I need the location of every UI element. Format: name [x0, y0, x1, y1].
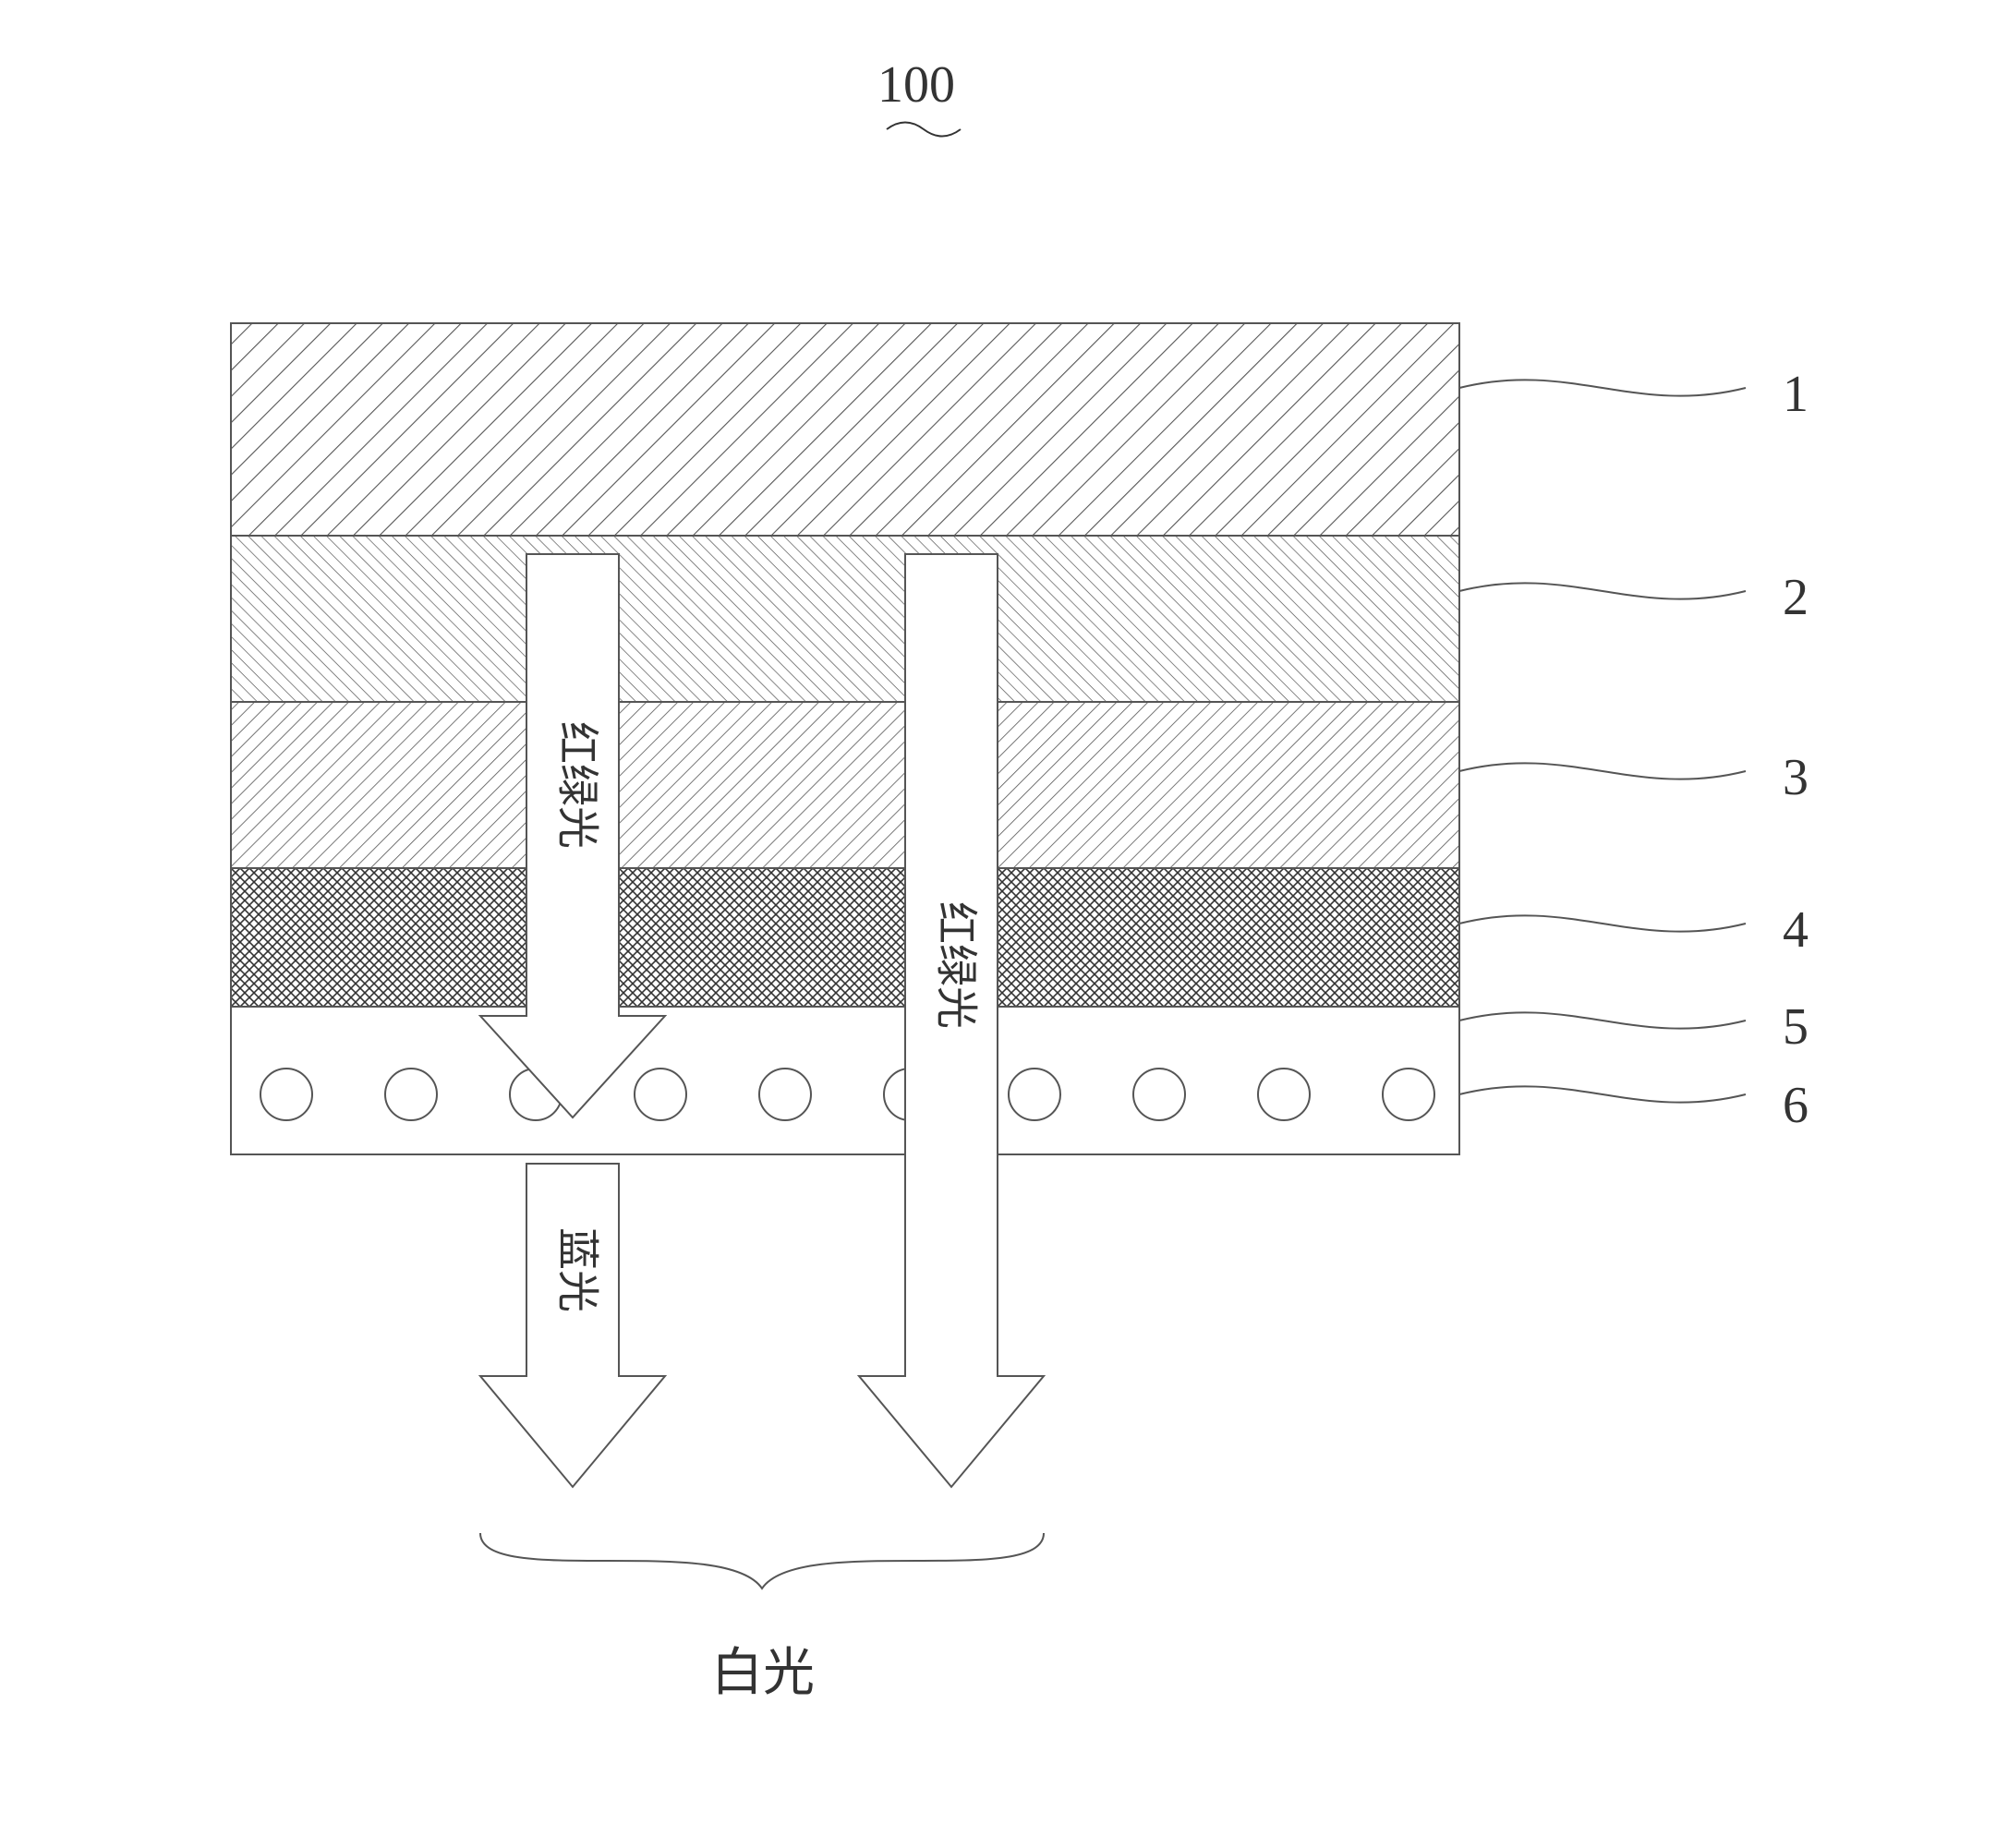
particle	[1383, 1069, 1434, 1120]
particle	[1258, 1069, 1310, 1120]
arrow-rg-short-label: 红绿光	[553, 721, 600, 849]
callout-leader-4	[1459, 915, 1746, 931]
particle	[385, 1069, 437, 1120]
particle	[759, 1069, 811, 1120]
callout-leader-3	[1459, 763, 1746, 779]
figure-number: 100	[877, 56, 955, 114]
arrow-blue-label: 蓝光	[553, 1227, 600, 1312]
white-light-label: 白光	[711, 1645, 815, 1702]
layer-3	[231, 702, 1459, 868]
callout-number-5: 5	[1783, 998, 1808, 1056]
diagram-root: 100红绿光红绿光蓝光白光123456	[0, 0, 1996, 1848]
layer-4	[231, 868, 1459, 1007]
callout-number-3: 3	[1783, 749, 1808, 806]
layer-2	[231, 536, 1459, 702]
layer-1	[231, 323, 1459, 536]
callout-leader-1	[1459, 380, 1746, 395]
callout-leader-6	[1459, 1086, 1746, 1102]
brace	[480, 1533, 1044, 1588]
callout-leader-5	[1459, 1012, 1746, 1028]
arrow-blue	[480, 1164, 665, 1487]
callout-number-4: 4	[1783, 901, 1808, 959]
particle	[1133, 1069, 1185, 1120]
particle	[635, 1069, 686, 1120]
callout-number-1: 1	[1783, 366, 1808, 423]
callout-number-2: 2	[1783, 569, 1808, 626]
arrow-rg-long-label: 红绿光	[932, 901, 979, 1029]
particle	[260, 1069, 312, 1120]
particle	[1009, 1069, 1060, 1120]
figure-number-tilde	[887, 123, 961, 137]
callout-leader-2	[1459, 583, 1746, 598]
callout-number-6: 6	[1783, 1077, 1808, 1134]
